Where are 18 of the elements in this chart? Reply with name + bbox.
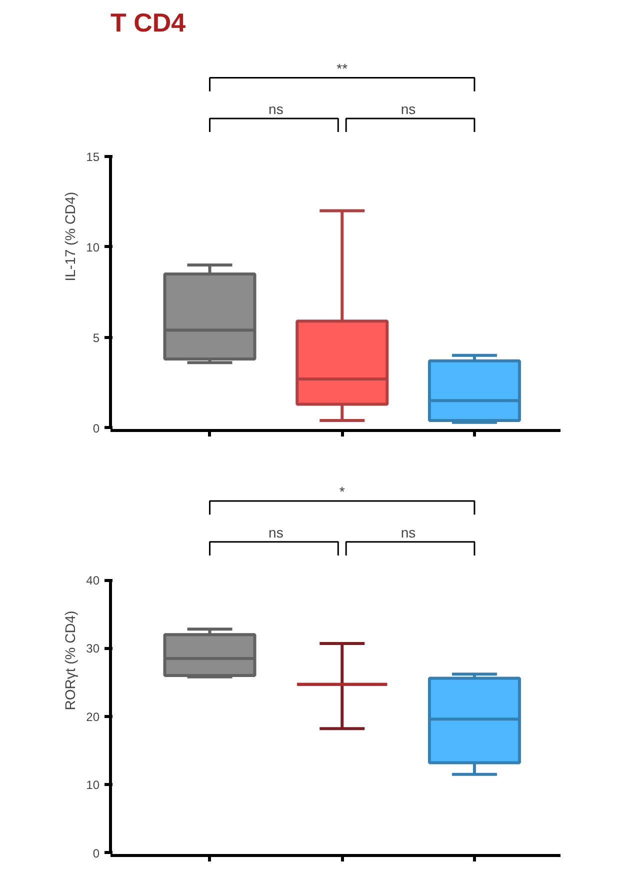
y-axis-title: RORγt (% CD4): [62, 610, 78, 710]
text: *: [339, 484, 346, 500]
text: ns: [268, 101, 284, 118]
text: ns: [400, 101, 416, 118]
text: **: [336, 60, 348, 76]
y-tick-label: 20: [86, 710, 100, 724]
y-tick-label: 5: [92, 330, 100, 345]
y-axis-title: IL-17 (% CD4): [62, 192, 78, 282]
text: ns: [400, 524, 416, 540]
y-tick-label: 10: [86, 778, 100, 792]
y-tick-label: 40: [86, 574, 100, 588]
text: ns: [268, 524, 284, 540]
y-tick-label: 15: [86, 150, 100, 164]
y-tick-label: 0: [92, 846, 100, 860]
chart-title: T CD4: [110, 8, 186, 38]
y-tick-label: 10: [86, 240, 100, 254]
y-tick-label: 0: [92, 421, 100, 436]
y-tick-label: 30: [86, 642, 100, 656]
